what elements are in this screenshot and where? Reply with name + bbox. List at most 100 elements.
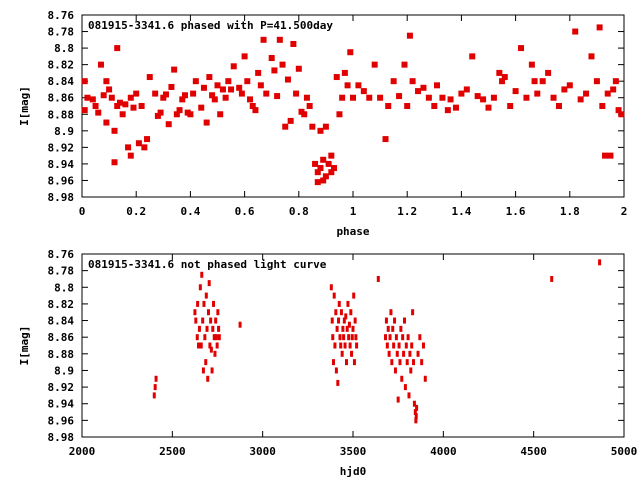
data-point — [413, 409, 417, 416]
data-point — [153, 384, 157, 391]
data-point — [329, 284, 333, 291]
data-point — [411, 309, 415, 316]
data-point — [141, 144, 148, 151]
top-xtick-label: 0.4 — [180, 205, 200, 218]
data-point — [194, 317, 198, 324]
data-point — [168, 83, 175, 90]
data-point — [344, 359, 348, 366]
data-point — [274, 93, 281, 100]
top-chart-title: 081915-3341.6 phased with P=41.500day — [88, 19, 333, 32]
data-point — [396, 396, 400, 403]
top-xtick-label: 1.6 — [506, 205, 526, 218]
data-point — [572, 28, 579, 35]
data-point — [114, 45, 121, 52]
data-point — [210, 367, 214, 374]
bottom-xtick-label: 2500 — [159, 445, 186, 458]
data-point — [406, 32, 413, 39]
data-point — [400, 375, 404, 382]
data-point — [561, 86, 568, 93]
data-point — [138, 103, 145, 109]
data-point — [385, 342, 389, 349]
data-point — [198, 284, 202, 291]
data-point — [397, 342, 401, 349]
data-point — [122, 101, 129, 108]
data-point — [236, 84, 243, 91]
data-point — [610, 86, 617, 93]
data-point — [301, 111, 308, 118]
data-point — [583, 90, 590, 97]
data-point — [336, 111, 343, 118]
top-ytick-label: 8.92 — [48, 141, 75, 154]
data-point — [268, 55, 275, 62]
data-point — [215, 342, 219, 349]
data-point — [384, 334, 388, 341]
data-point — [320, 177, 327, 184]
data-point — [337, 300, 341, 307]
data-point — [317, 127, 324, 134]
data-point — [463, 86, 470, 93]
data-point — [211, 96, 218, 103]
data-point — [202, 300, 206, 307]
data-point — [415, 88, 422, 95]
data-point — [225, 78, 232, 85]
data-point — [350, 350, 354, 357]
data-point — [271, 67, 278, 74]
data-point — [181, 92, 188, 99]
data-point — [214, 334, 218, 341]
data-point — [401, 334, 405, 341]
data-point — [395, 350, 399, 357]
data-point — [602, 152, 609, 159]
data-point — [201, 317, 205, 324]
top-ytick-label: 8.96 — [48, 174, 75, 187]
data-point — [314, 169, 321, 176]
data-point — [349, 309, 353, 316]
top-ytick-label: 8.8 — [54, 42, 74, 55]
data-point — [418, 334, 422, 341]
data-point — [103, 119, 110, 126]
data-point — [420, 359, 424, 366]
data-point — [507, 103, 514, 109]
bottom-ylabel: I[mag] — [18, 326, 31, 366]
bottom-xtick-label: 5000 — [611, 445, 638, 458]
data-point — [496, 69, 503, 76]
data-point — [342, 334, 346, 341]
bottom-xtick-label: 3000 — [249, 445, 276, 458]
data-point — [339, 342, 343, 349]
data-point — [342, 317, 346, 324]
data-point — [388, 334, 392, 341]
data-point — [200, 271, 204, 278]
data-point — [263, 90, 270, 97]
data-point — [211, 325, 215, 332]
data-point — [334, 367, 338, 374]
data-point — [190, 90, 197, 97]
data-point — [163, 91, 170, 98]
data-point — [176, 107, 183, 114]
data-point — [390, 78, 397, 85]
top-xlabel: phase — [336, 225, 369, 238]
data-point — [346, 300, 350, 307]
data-point — [306, 103, 313, 109]
data-point — [406, 334, 410, 341]
data-point — [531, 78, 538, 85]
top-xtick-label: 0.6 — [235, 205, 255, 218]
data-point — [320, 156, 327, 163]
top-ytick-label: 8.9 — [54, 125, 74, 138]
data-point — [331, 359, 335, 366]
data-point — [396, 93, 403, 100]
data-point — [295, 65, 302, 72]
data-point — [371, 61, 378, 68]
data-point — [347, 334, 351, 341]
data-point — [341, 325, 345, 332]
data-point — [344, 313, 348, 320]
data-point — [444, 107, 451, 114]
data-point — [154, 375, 158, 382]
data-point — [157, 109, 164, 116]
data-point — [376, 275, 380, 282]
data-point — [414, 413, 418, 420]
data-point — [154, 112, 161, 119]
data-point — [199, 342, 203, 349]
data-point — [420, 84, 427, 91]
data-point — [447, 96, 454, 103]
data-point — [550, 275, 554, 282]
data-point — [276, 36, 283, 43]
